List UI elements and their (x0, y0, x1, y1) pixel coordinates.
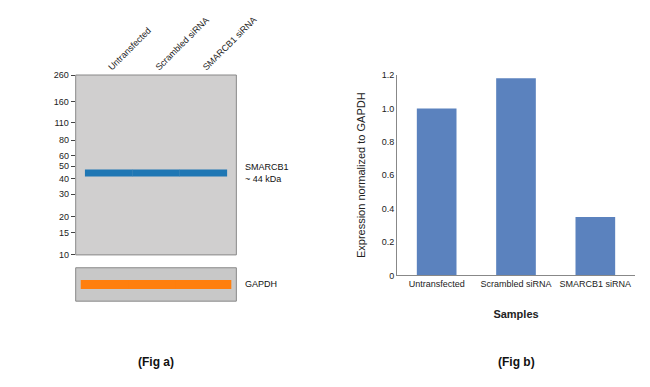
svg-text:30: 30 (59, 189, 69, 199)
svg-text:0.4: 0.4 (382, 204, 395, 214)
svg-text:(Fig a): (Fig a) (138, 355, 174, 369)
svg-text:SMARCB1~ 44 kDa: SMARCB1~ 44 kDa (245, 162, 289, 184)
svg-text:50: 50 (59, 161, 69, 171)
svg-text:1.0: 1.0 (382, 104, 395, 114)
svg-text:Scrambled siRNA: Scrambled siRNA (480, 279, 551, 289)
svg-text:0.8: 0.8 (382, 137, 395, 147)
svg-text:0: 0 (389, 271, 394, 281)
svg-text:80: 80 (59, 135, 69, 145)
svg-text:40: 40 (59, 174, 69, 184)
svg-text:1.2: 1.2 (382, 70, 395, 80)
svg-text:160: 160 (54, 97, 69, 107)
svg-text:Samples: Samples (493, 308, 538, 320)
svg-text:0.6: 0.6 (382, 170, 395, 180)
svg-text:20: 20 (59, 212, 69, 222)
svg-text:GAPDH: GAPDH (245, 279, 277, 289)
svg-text:Untransfected: Untransfected (106, 26, 153, 73)
svg-text:Untransfected: Untransfected (409, 279, 465, 289)
svg-text:SMARCB1 siRNA: SMARCB1 siRNA (201, 15, 259, 73)
svg-text:10: 10 (59, 250, 69, 260)
svg-text:Expression normalized to GAPDH: Expression normalized to GAPDH (355, 92, 367, 258)
svg-text:110: 110 (55, 118, 69, 128)
svg-text:0.2: 0.2 (382, 237, 395, 247)
svg-text:15: 15 (59, 228, 69, 238)
svg-text:60: 60 (59, 151, 69, 161)
svg-text:(Fig b): (Fig b) (498, 355, 535, 369)
svg-text:Scrambled siRNA: Scrambled siRNA (154, 15, 211, 72)
svg-text:260: 260 (54, 70, 69, 80)
svg-text:SMARCB1 siRNA: SMARCB1 siRNA (560, 279, 632, 289)
